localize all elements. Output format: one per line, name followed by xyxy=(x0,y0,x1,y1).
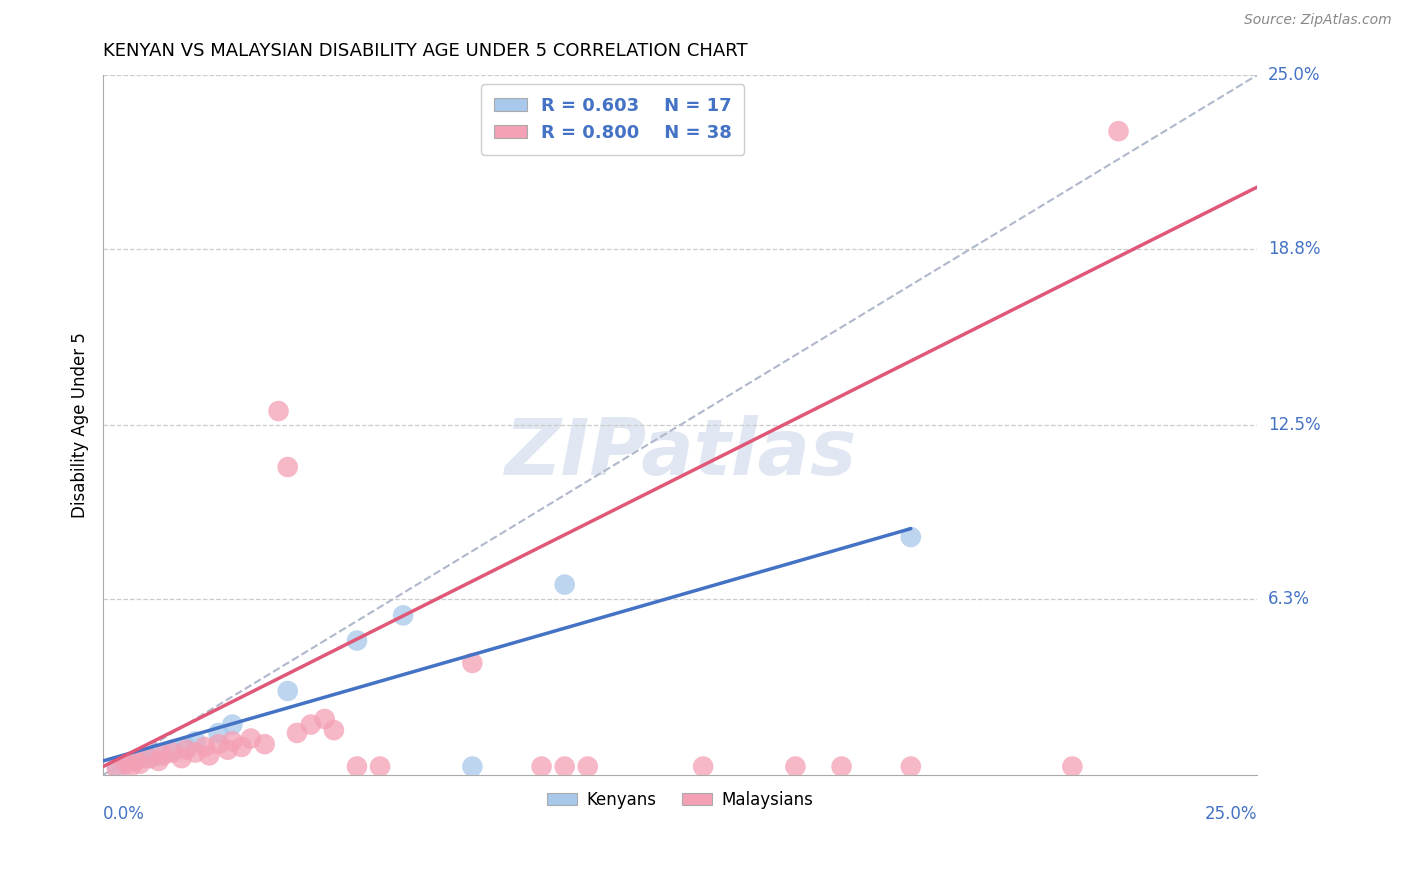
Point xyxy=(184,734,207,748)
Point xyxy=(831,759,853,773)
Point xyxy=(692,759,714,773)
Point xyxy=(461,759,484,773)
Point xyxy=(138,751,160,765)
Point xyxy=(1108,124,1130,138)
Text: 18.8%: 18.8% xyxy=(1268,240,1320,258)
Point xyxy=(277,684,299,698)
Point xyxy=(105,759,128,773)
Point xyxy=(184,746,207,760)
Text: 25.0%: 25.0% xyxy=(1268,66,1320,84)
Point xyxy=(194,739,217,754)
Point xyxy=(368,759,391,773)
Point xyxy=(461,656,484,670)
Point xyxy=(138,751,160,765)
Y-axis label: Disability Age Under 5: Disability Age Under 5 xyxy=(72,332,89,518)
Point xyxy=(1062,759,1084,773)
Point xyxy=(152,748,174,763)
Point xyxy=(148,748,170,763)
Point xyxy=(115,756,138,771)
Point xyxy=(221,717,243,731)
Point xyxy=(277,460,299,475)
Point xyxy=(207,737,229,751)
Point xyxy=(346,633,368,648)
Text: ZIPatlas: ZIPatlas xyxy=(503,415,856,491)
Point xyxy=(174,743,197,757)
Point xyxy=(217,743,239,757)
Point xyxy=(120,759,142,773)
Text: Source: ZipAtlas.com: Source: ZipAtlas.com xyxy=(1244,13,1392,28)
Point xyxy=(900,759,922,773)
Text: 25.0%: 25.0% xyxy=(1205,805,1257,823)
Point xyxy=(105,762,128,776)
Point xyxy=(554,759,576,773)
Point xyxy=(392,608,415,623)
Point xyxy=(162,743,184,757)
Text: 6.3%: 6.3% xyxy=(1268,590,1310,607)
Point xyxy=(170,751,193,765)
Point xyxy=(554,577,576,591)
Point xyxy=(239,731,262,746)
Point xyxy=(129,751,152,765)
Point xyxy=(900,530,922,544)
Point xyxy=(231,739,253,754)
Point xyxy=(115,756,138,771)
Point xyxy=(174,739,197,754)
Point xyxy=(314,712,336,726)
Point xyxy=(207,726,229,740)
Point xyxy=(124,754,146,768)
Point xyxy=(221,734,243,748)
Point xyxy=(162,746,184,760)
Point xyxy=(124,754,146,768)
Point xyxy=(322,723,344,738)
Legend: Kenyans, Malaysians: Kenyans, Malaysians xyxy=(540,784,820,815)
Point xyxy=(576,759,599,773)
Point xyxy=(785,759,807,773)
Point xyxy=(267,404,290,418)
Point xyxy=(148,754,170,768)
Point xyxy=(530,759,553,773)
Text: KENYAN VS MALAYSIAN DISABILITY AGE UNDER 5 CORRELATION CHART: KENYAN VS MALAYSIAN DISABILITY AGE UNDER… xyxy=(103,42,748,60)
Point xyxy=(299,717,322,731)
Text: 12.5%: 12.5% xyxy=(1268,416,1320,434)
Point xyxy=(198,748,221,763)
Text: 0.0%: 0.0% xyxy=(103,805,145,823)
Point xyxy=(129,756,152,771)
Point xyxy=(285,726,308,740)
Point xyxy=(253,737,276,751)
Point xyxy=(346,759,368,773)
